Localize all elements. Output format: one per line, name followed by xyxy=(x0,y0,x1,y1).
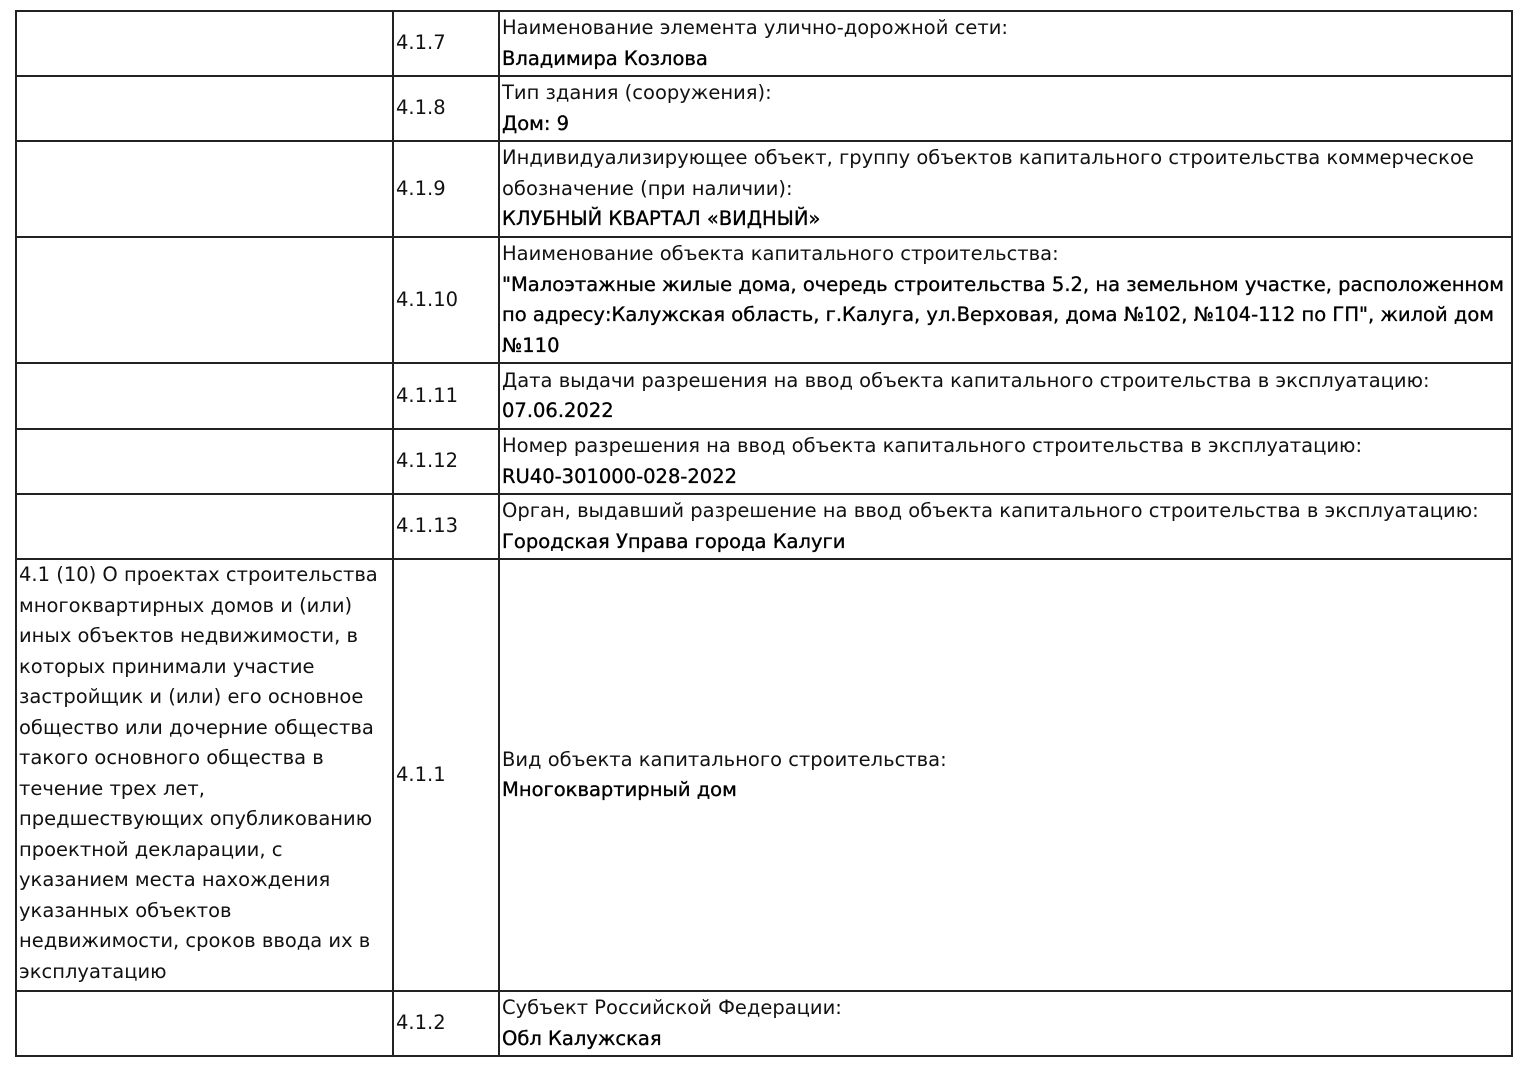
table-row: 4.1.7 Наименование элемента улично-дорожн… xyxy=(15,10,1513,77)
field-label: Тип здания (сооружения): xyxy=(502,81,772,104)
section-cell xyxy=(15,990,394,1057)
content-cell: Орган, выдавший разрешение на ввод объек… xyxy=(498,493,1513,560)
field-value: Владимира Козлова xyxy=(502,46,708,70)
declaration-table: 4.1.7 Наименование элемента улично-дорожн… xyxy=(15,10,1513,1057)
section-cell xyxy=(15,75,394,142)
table-row: 4.1.11 Дата выдачи разрешения на ввод объ… xyxy=(15,362,1513,430)
content-cell: Вид объекта капитального строительства: М… xyxy=(498,558,1513,992)
table-row: 4.1.13 Орган, выдавший разрешение на ввод… xyxy=(15,493,1513,560)
section-cell xyxy=(15,10,394,77)
field-value: Обл Калужская xyxy=(502,1026,662,1050)
code-cell: 4.1.13 xyxy=(392,493,500,560)
section-cell xyxy=(15,362,394,430)
table-row: 4.1.2 Субъект Российской Федерации: Обл Ка… xyxy=(15,990,1513,1057)
field-value: КЛУБНЫЙ КВАРТАЛ «ВИДНЫЙ» xyxy=(502,207,821,231)
section-cell: 4.1 (10) О проектах строительства многок… xyxy=(15,558,394,992)
field-label: Индивидуализирующее объект, группу объек… xyxy=(502,146,1474,200)
table-row: 4.1.12 Номер разрешения на ввод объекта к… xyxy=(15,428,1513,495)
field-label: Наименование элемента улично-дорожной се… xyxy=(502,16,1008,39)
table-row: 4.1.9 Индивидуализирующее объект, группу … xyxy=(15,140,1513,238)
content-cell: Наименование элемента улично-дорожной се… xyxy=(498,10,1513,77)
section-cell xyxy=(15,428,394,495)
code-cell: 4.1.10 xyxy=(392,236,500,364)
field-label: Номер разрешения на ввод объекта капитал… xyxy=(502,434,1363,457)
content-cell: Индивидуализирующее объект, группу объек… xyxy=(498,140,1513,238)
field-value: Городская Управа города Калуги xyxy=(502,529,846,553)
code-cell: 4.1.12 xyxy=(392,428,500,495)
code-cell: 4.1.11 xyxy=(392,362,500,430)
code-cell: 4.1.7 xyxy=(392,10,500,77)
code-cell: 4.1.9 xyxy=(392,140,500,238)
code-cell: 4.1.8 xyxy=(392,75,500,142)
field-value: Многоквартирный дом xyxy=(502,778,737,801)
field-label: Орган, выдавший разрешение на ввод объек… xyxy=(502,499,1479,522)
field-value: 07.06.2022 xyxy=(502,399,614,422)
table-row: 4.1.8 Тип здания (сооружения): Дом: 9 xyxy=(15,75,1513,142)
field-value: Дом: 9 xyxy=(502,111,570,135)
content-cell: Дата выдачи разрешения на ввод объекта к… xyxy=(498,362,1513,430)
code-cell: 4.1.2 xyxy=(392,990,500,1057)
section-cell xyxy=(15,493,394,560)
field-label: Наименование объекта капитального строит… xyxy=(502,242,1059,265)
field-label: Дата выдачи разрешения на ввод объекта к… xyxy=(502,368,1430,392)
table-row: 4.1 (10) О проектах строительства многок… xyxy=(15,558,1513,992)
content-cell: Субъект Российской Федерации: Обл Калужск… xyxy=(498,990,1513,1057)
field-value: RU40-301000-028-2022 xyxy=(502,464,738,488)
content-cell: Наименование объекта капитального строит… xyxy=(498,236,1513,364)
table-row: 4.1.10 Наименование объекта капитального … xyxy=(15,236,1513,364)
content-cell: Тип здания (сооружения): Дом: 9 xyxy=(498,75,1513,142)
code-cell: 4.1.1 xyxy=(392,558,500,992)
section-cell xyxy=(15,140,394,238)
field-label: Вид объекта капитального строительства: xyxy=(502,747,947,771)
section-cell xyxy=(15,236,394,364)
field-value: "Малоэтажные жилые дома, очередь строите… xyxy=(502,272,1504,357)
field-label: Субъект Российской Федерации: xyxy=(502,996,842,1019)
content-cell: Номер разрешения на ввод объекта капитал… xyxy=(498,428,1513,495)
